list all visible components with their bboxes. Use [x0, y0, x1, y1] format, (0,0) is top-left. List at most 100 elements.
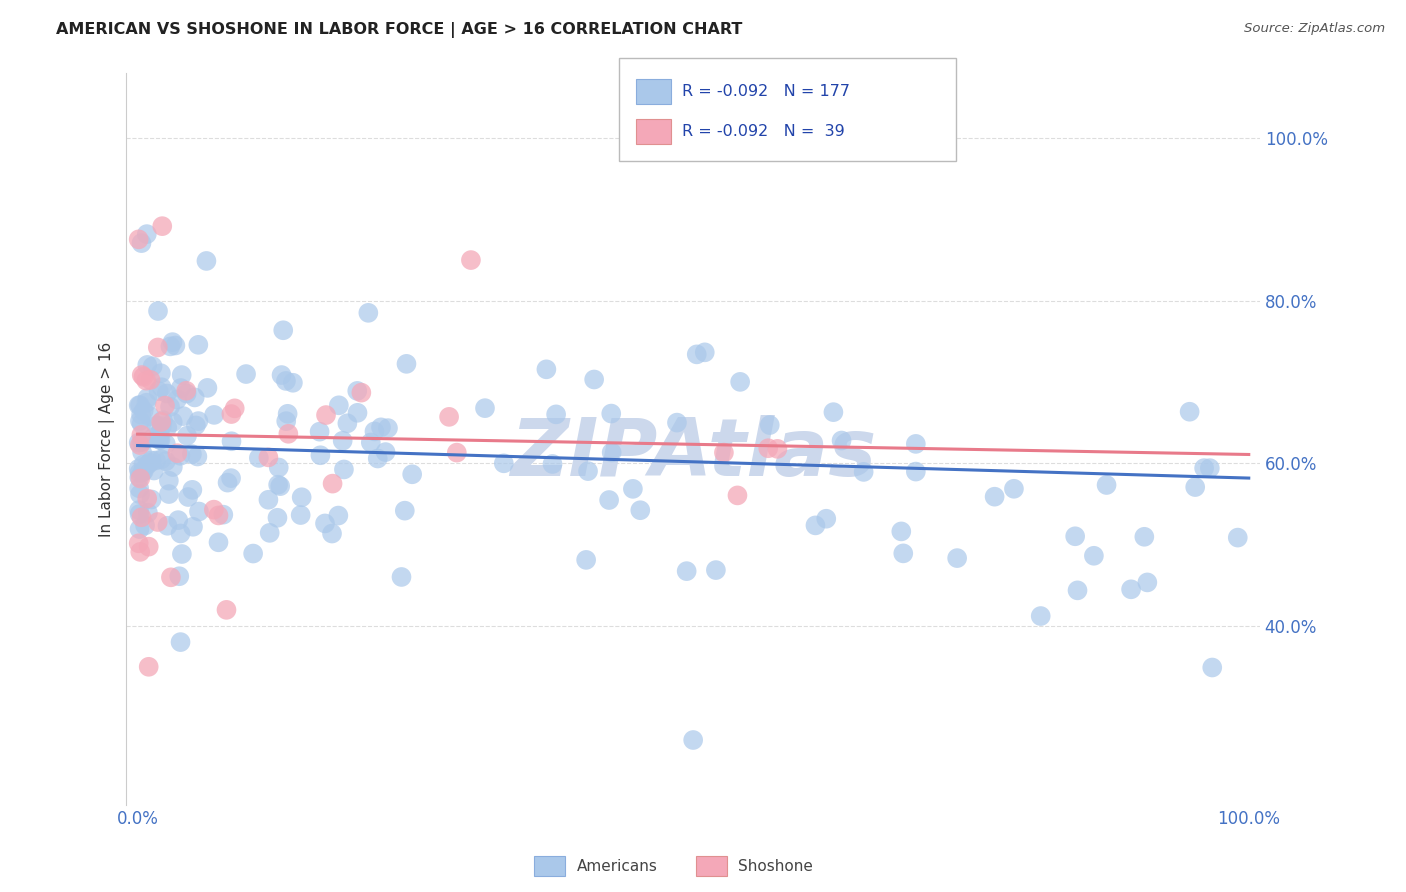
Point — [598, 493, 620, 508]
Point — [156, 420, 179, 434]
Point — [291, 490, 314, 504]
Point — [394, 503, 416, 517]
Point — [1201, 660, 1223, 674]
Point — [321, 526, 343, 541]
Point — [395, 357, 418, 371]
Point — [129, 545, 152, 559]
Text: Source: ZipAtlas.com: Source: ZipAtlas.com — [1244, 22, 1385, 36]
Point — [150, 415, 173, 429]
Point — [128, 232, 150, 246]
Point — [170, 381, 193, 395]
Point — [176, 428, 198, 442]
Point — [271, 323, 294, 337]
Point — [215, 603, 238, 617]
Point — [162, 460, 184, 475]
Point — [172, 409, 194, 424]
Point — [242, 547, 264, 561]
Point — [138, 409, 160, 424]
Point — [128, 398, 150, 412]
Point — [346, 406, 368, 420]
Point — [128, 536, 150, 550]
Point — [308, 425, 330, 439]
Point — [309, 448, 332, 462]
Point — [136, 391, 159, 405]
Point — [128, 470, 150, 484]
Point — [136, 358, 159, 372]
Point — [727, 488, 749, 502]
Point — [363, 425, 385, 439]
Point — [377, 421, 399, 435]
Point — [135, 374, 157, 388]
Point — [152, 413, 174, 427]
Point — [132, 458, 155, 472]
Point — [187, 338, 209, 352]
Point — [224, 401, 246, 416]
Point — [169, 449, 191, 463]
Point — [277, 407, 299, 421]
Point — [141, 492, 163, 507]
Point — [145, 453, 167, 467]
Point — [207, 535, 229, 549]
Point — [831, 434, 853, 448]
Point — [904, 437, 927, 451]
Point — [128, 435, 150, 450]
Point — [207, 508, 229, 523]
Point — [129, 408, 152, 422]
Point — [212, 508, 235, 522]
Point — [134, 518, 156, 533]
Point — [904, 465, 927, 479]
Point — [149, 433, 172, 447]
Point — [815, 512, 838, 526]
Point — [1064, 529, 1087, 543]
Point — [149, 425, 172, 440]
Point — [328, 508, 350, 523]
Point — [181, 483, 204, 497]
Point — [1226, 531, 1249, 545]
Point — [266, 510, 288, 524]
Point — [187, 414, 209, 428]
Point — [197, 381, 219, 395]
Point — [188, 504, 211, 518]
Point — [150, 380, 173, 394]
Point — [541, 457, 564, 471]
Point — [167, 513, 190, 527]
Point — [141, 453, 163, 467]
Point — [146, 304, 169, 318]
Point — [600, 407, 623, 421]
Text: AMERICAN VS SHOSHONE IN LABOR FORCE | AGE > 16 CORRELATION CHART: AMERICAN VS SHOSHONE IN LABOR FORCE | AG… — [56, 22, 742, 38]
Point — [628, 503, 651, 517]
Point — [360, 435, 382, 450]
Point — [162, 415, 184, 429]
Point — [157, 474, 180, 488]
Point — [756, 442, 779, 456]
Point — [1178, 405, 1201, 419]
Point — [235, 367, 257, 381]
Point — [269, 479, 291, 493]
Point — [186, 450, 208, 464]
Y-axis label: In Labor Force | Age > 16: In Labor Force | Age > 16 — [100, 342, 115, 537]
Point — [177, 490, 200, 504]
Point — [492, 456, 515, 470]
Point — [367, 451, 389, 466]
Point — [247, 450, 270, 465]
Point — [1095, 478, 1118, 492]
Point — [852, 465, 875, 479]
Point — [183, 391, 205, 405]
Point — [138, 540, 160, 554]
Point — [474, 401, 496, 416]
Point — [159, 339, 181, 353]
Point — [128, 522, 150, 536]
Point — [128, 461, 150, 475]
Point — [1119, 582, 1142, 597]
Point — [766, 442, 789, 456]
Text: ZIPAtlas: ZIPAtlas — [510, 415, 876, 492]
Point — [150, 452, 173, 467]
Point — [139, 373, 162, 387]
Point — [129, 471, 152, 485]
Point — [682, 733, 704, 747]
Point — [575, 553, 598, 567]
Point — [217, 475, 239, 490]
Point — [370, 420, 392, 434]
Point — [142, 359, 165, 374]
Point — [148, 432, 170, 446]
